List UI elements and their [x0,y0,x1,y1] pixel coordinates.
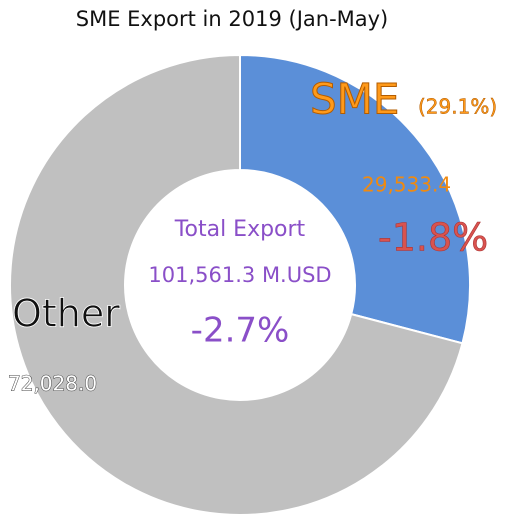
value-label: 72,028.0 [8,372,97,396]
slice-label: SME [310,75,399,124]
slice-share-label: (29.1%) [418,95,497,119]
growth-label: -1.8% [378,216,488,260]
chart-title: SME Export in 2019 (Jan-May) [76,7,389,31]
value-label: 29,533.4 [362,173,451,197]
slice-label: Other [12,292,120,336]
center-title: Total Export [174,217,306,242]
donut-slice [239,53,471,345]
center-growth: -2.7% [191,311,290,351]
center-total: 101,561.3 M.USD [148,263,331,287]
